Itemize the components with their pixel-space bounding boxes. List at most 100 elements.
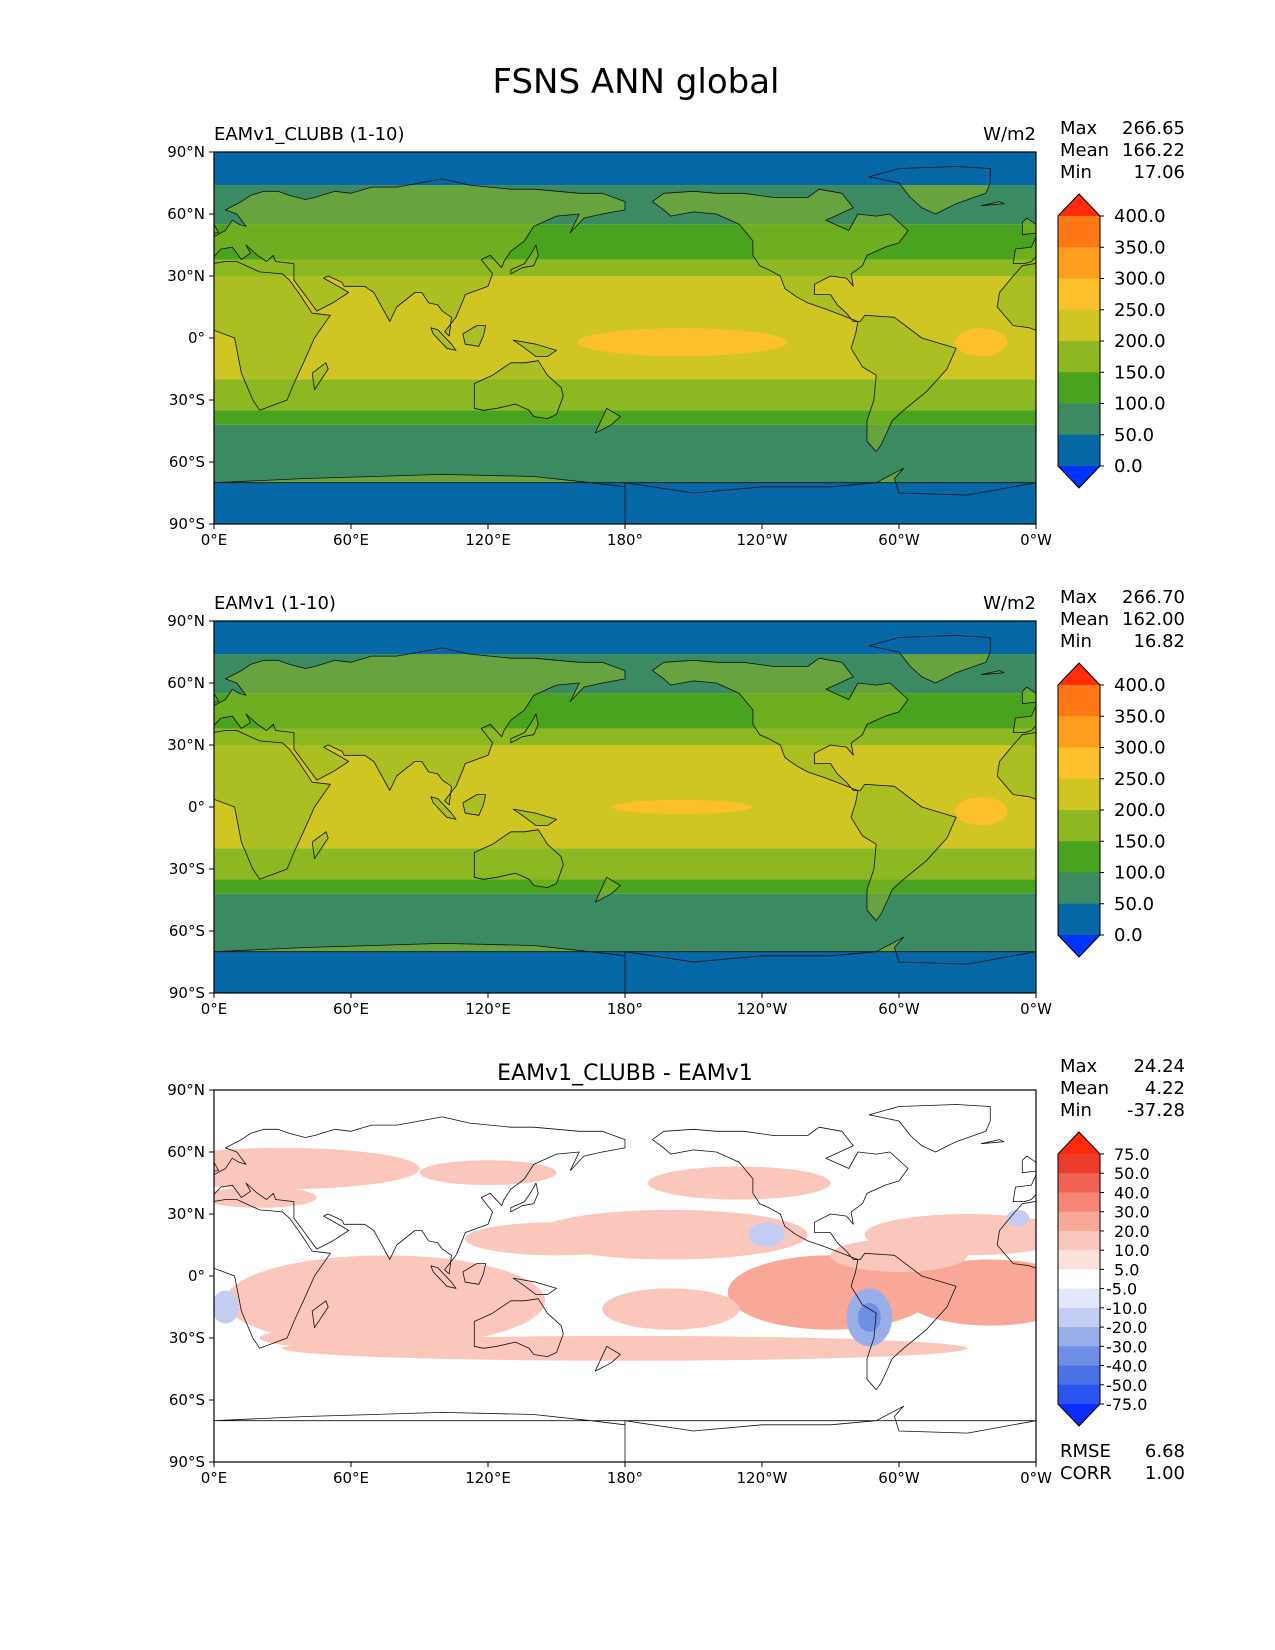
positive-anomaly	[214, 1147, 420, 1190]
y-tick-label: 0°	[188, 1267, 205, 1285]
x-tick-label: 0°E	[201, 1469, 228, 1487]
positive-anomaly	[602, 1288, 740, 1330]
y-tick-label: 90°N	[167, 143, 205, 161]
x-tick-label: 180°	[607, 1000, 643, 1018]
y-tick-label: 30°S	[169, 391, 205, 409]
positive-anomaly	[830, 1238, 968, 1272]
colorbar-level-label: 100.0	[1114, 394, 1166, 415]
positive-anomaly	[225, 1255, 546, 1347]
y-tick-label: 90°S	[169, 1453, 205, 1471]
coastline	[311, 1104, 1036, 1434]
colorbar-segment	[1058, 372, 1100, 404]
colorbar-extend-max	[1058, 663, 1100, 685]
stat-value: 266.70	[1122, 587, 1185, 608]
colorbar-segment	[1058, 434, 1100, 467]
positive-anomaly	[465, 1222, 648, 1256]
colorbar-segment	[1058, 778, 1100, 811]
y-tick-label: 60°S	[169, 922, 205, 940]
colorbar-segment	[1058, 1384, 1100, 1405]
colorbar-segment	[1058, 1192, 1100, 1213]
y-tick-label: 60°N	[167, 674, 205, 692]
colorbar-segment	[1058, 903, 1100, 936]
stat-value: 162.00	[1122, 609, 1185, 630]
x-tick-label: 120°W	[737, 1000, 788, 1018]
colorbar-level-label: 50.0	[1114, 894, 1154, 915]
stat-value: 16.82	[1133, 631, 1185, 652]
stat-label: Mean	[1060, 1078, 1109, 1099]
panel-title: EAMv1_CLUBB - EAMv1	[497, 1061, 753, 1086]
stat-label: Mean	[1060, 609, 1109, 630]
stat-label: Max	[1060, 1056, 1098, 1077]
zonal-band	[214, 424, 1036, 483]
negative-anomaly	[748, 1222, 785, 1248]
colorbar-level-label: 40.0	[1114, 1183, 1150, 1202]
colorbar-segment	[1058, 1154, 1100, 1174]
colorbar-level-label: 300.0	[1114, 269, 1166, 290]
colorbar-segment	[1058, 341, 1100, 373]
colorbar-segment	[1058, 685, 1100, 717]
stat-value: 6.68	[1145, 1441, 1185, 1462]
stat-value: 266.65	[1122, 118, 1185, 139]
x-tick-label: 120°E	[465, 1469, 511, 1487]
pacific-maximum	[612, 800, 753, 814]
stat-value: 1.00	[1145, 1463, 1185, 1484]
y-tick-label: 90°N	[167, 612, 205, 630]
x-tick-label: 120°E	[465, 531, 511, 549]
colorbar-level-label: 350.0	[1114, 706, 1166, 727]
x-tick-label: 60°E	[333, 1469, 369, 1487]
negative-anomaly	[857, 1302, 881, 1332]
zonal-band	[214, 879, 1036, 894]
x-tick-label: 0°W	[1020, 1000, 1052, 1018]
colorbar: 0.0 50.0 100.0 150.0 200.0 250.0 300.0 350.0 400…	[1057, 193, 1166, 489]
colorbar-level-label: 75.0	[1114, 1145, 1150, 1164]
land-field	[214, 647, 625, 993]
y-tick-label: 60°S	[169, 453, 205, 471]
colorbar-level-label: 50.0	[1114, 425, 1154, 446]
coastline	[1134, 1105, 1275, 1463]
colorbar-level-label: 300.0	[1114, 738, 1166, 759]
coastlines	[214, 635, 1036, 993]
colorbar-level-label: -75.0	[1106, 1395, 1147, 1414]
coastline	[214, 647, 626, 993]
colorbar-segment	[1058, 747, 1100, 780]
positive-anomaly	[282, 1335, 968, 1361]
colorbar-extend-min	[1058, 935, 1100, 957]
colorbar-level-label: -20.0	[1106, 1318, 1147, 1337]
colorbar-segment	[1058, 1269, 1100, 1290]
y-tick-label: 0°	[188, 798, 205, 816]
positive-anomaly	[899, 1259, 1036, 1326]
x-tick-label: 60°W	[878, 531, 920, 549]
colorbar-level-label: -30.0	[1106, 1337, 1147, 1356]
colorbar: 0.0 50.0 100.0 150.0 200.0 250.0 300.0 350.0 400…	[1057, 662, 1166, 958]
colorbar-segment	[1058, 1250, 1100, 1270]
stat-label: Min	[1060, 162, 1092, 183]
x-tick-label: 120°E	[465, 1000, 511, 1018]
y-tick-label: 0°	[188, 329, 205, 347]
colorbar-segment	[1058, 716, 1100, 748]
colorbar-segment	[1058, 1230, 1100, 1251]
y-tick-label: 90°S	[169, 515, 205, 533]
atlantic-maximum	[955, 328, 1008, 357]
stat-label: Mean	[1060, 140, 1109, 161]
arctic-band	[214, 152, 1036, 186]
stat-label: CORR	[1060, 1463, 1112, 1484]
colorbar-level-label: -5.0	[1106, 1280, 1137, 1299]
colorbar-segment	[1058, 216, 1100, 248]
land-field	[312, 635, 1036, 965]
pacific-maximum	[577, 328, 788, 357]
x-tick-label: 60°E	[333, 1000, 369, 1018]
stat-value: 4.22	[1145, 1078, 1185, 1099]
colorbar-extend-max	[1058, 194, 1100, 216]
stat-value: 166.22	[1122, 140, 1185, 161]
y-tick-label: 30°N	[167, 267, 205, 285]
land-field	[214, 178, 625, 524]
colorbar-level-label: 250.0	[1114, 769, 1166, 790]
y-tick-label: 90°S	[169, 984, 205, 1002]
negative-anomaly	[214, 1290, 240, 1324]
colorbar-segment	[1058, 403, 1100, 436]
colorbar-segment	[1058, 247, 1100, 279]
x-tick-label: 0°E	[201, 1000, 228, 1018]
colorbar-segment	[1058, 1288, 1100, 1309]
y-tick-label: 60°N	[167, 1143, 205, 1161]
colorbar-segment	[1058, 1365, 1100, 1386]
